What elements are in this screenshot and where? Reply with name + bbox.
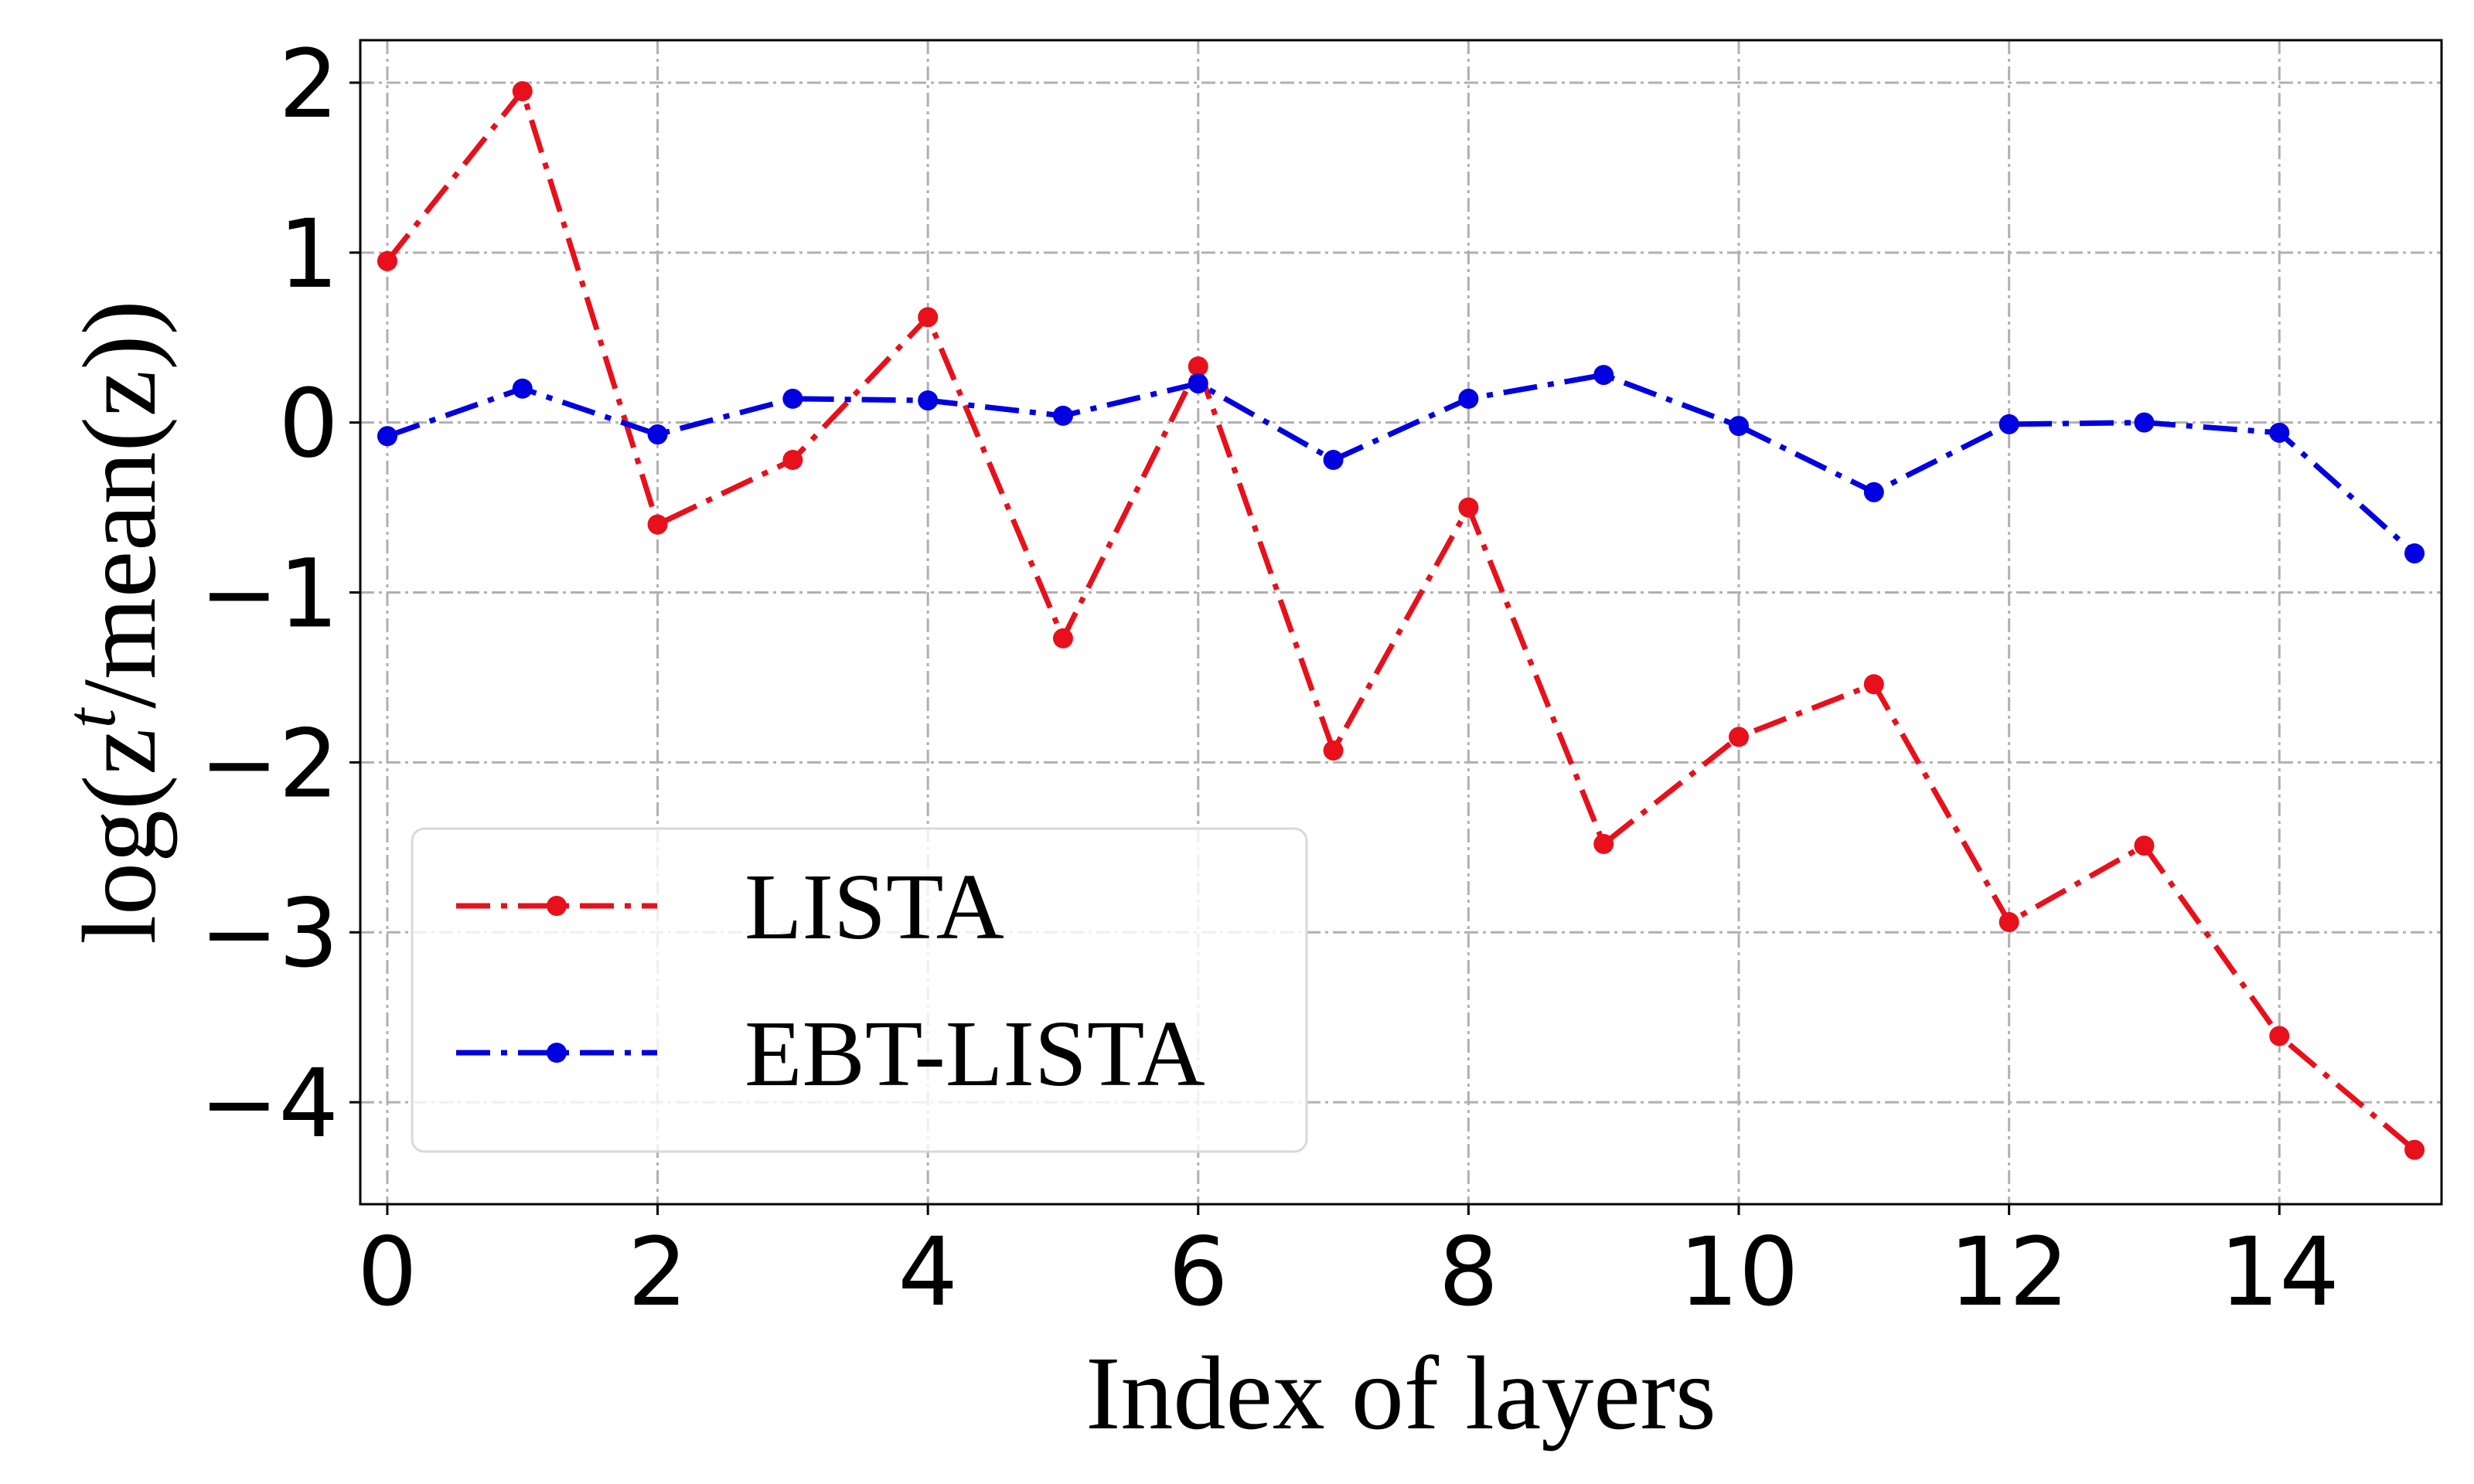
data-point-lista bbox=[918, 307, 939, 328]
data-point-ebt-lista bbox=[2404, 543, 2425, 563]
data-point-ebt-lista bbox=[1593, 365, 1614, 386]
data-point-ebt-lista bbox=[1458, 388, 1479, 409]
data-point-lista bbox=[1052, 628, 1073, 648]
x-tick-label: 4 bbox=[898, 1217, 958, 1327]
x-axis: 0 2 4 6 8 10 12 14 bbox=[357, 1204, 2339, 1327]
data-point-lista bbox=[377, 250, 397, 271]
series-ebt-lista bbox=[377, 365, 2425, 563]
legend-entry-lista: LISTA bbox=[456, 855, 1004, 959]
data-point-ebt-lista bbox=[647, 424, 668, 445]
data-point-ebt-lista bbox=[1863, 482, 1884, 502]
legend-entry-ebt-lista: EBT-LISTA bbox=[456, 1002, 1205, 1106]
y-tick-label: −2 bbox=[199, 709, 339, 819]
data-point-lista bbox=[647, 514, 668, 535]
series-line-ebt-lista bbox=[386, 372, 2417, 556]
data-point-ebt-lista bbox=[2134, 412, 2155, 433]
y-axis-title-main: log(z bbox=[62, 728, 178, 944]
series-layer bbox=[377, 80, 2425, 1160]
legend-swatch-marker bbox=[547, 1043, 567, 1063]
data-point-lista bbox=[782, 450, 803, 471]
y-tick-label: −3 bbox=[199, 879, 339, 989]
y-axis: 2 1 0 −1 −2 −3 −4 bbox=[199, 29, 360, 1159]
series-line-lista bbox=[385, 88, 2417, 1152]
x-tick-label: 2 bbox=[628, 1217, 688, 1327]
x-axis-title: Index of layers bbox=[1085, 1336, 1716, 1452]
data-point-lista bbox=[1593, 833, 1614, 854]
x-tick-label: 12 bbox=[1949, 1217, 2069, 1327]
data-point-lista bbox=[2269, 1026, 2290, 1047]
y-tick-label: 1 bbox=[278, 199, 339, 309]
series-lista bbox=[377, 80, 2425, 1160]
y-tick-label: −1 bbox=[199, 539, 339, 649]
data-point-ebt-lista bbox=[1999, 414, 2019, 434]
y-axis-title: log(zt/mean(z)) bbox=[51, 300, 178, 945]
data-point-ebt-lista bbox=[1323, 450, 1344, 471]
y-tick-label: −4 bbox=[199, 1049, 339, 1159]
data-point-ebt-lista bbox=[1188, 373, 1208, 394]
y-axis-title-superscript: t bbox=[51, 706, 130, 728]
data-point-ebt-lista bbox=[782, 388, 803, 409]
x-tick-label: 8 bbox=[1439, 1217, 1499, 1327]
data-point-lista bbox=[1729, 727, 1750, 747]
data-point-ebt-lista bbox=[918, 390, 939, 411]
legend-label: LISTA bbox=[745, 855, 1004, 959]
data-point-lista bbox=[1999, 912, 2019, 933]
plot-frame bbox=[359, 39, 2443, 1206]
data-point-ebt-lista bbox=[1052, 405, 1073, 426]
y-tick-label: 0 bbox=[278, 369, 339, 479]
x-tick-label: 6 bbox=[1168, 1217, 1228, 1327]
y-tick-label: 2 bbox=[278, 29, 339, 139]
data-point-lista bbox=[1863, 674, 1884, 695]
x-tick-label: 0 bbox=[357, 1217, 417, 1327]
data-point-lista bbox=[1188, 356, 1208, 377]
data-point-ebt-lista bbox=[512, 378, 533, 399]
x-tick-label: 10 bbox=[1678, 1217, 1798, 1327]
legend-swatch-marker bbox=[547, 896, 567, 916]
legend-label: EBT-LISTA bbox=[745, 1002, 1205, 1106]
data-point-lista bbox=[512, 80, 533, 101]
x-tick-label: 14 bbox=[2220, 1217, 2339, 1327]
data-point-lista bbox=[1458, 497, 1479, 518]
data-point-ebt-lista bbox=[377, 426, 397, 447]
data-point-ebt-lista bbox=[2269, 422, 2290, 443]
legend: LISTA EBT-LISTA bbox=[411, 827, 1308, 1153]
data-point-lista bbox=[2404, 1139, 2425, 1160]
y-axis-title-rest: /mean(z)) bbox=[62, 300, 178, 709]
data-point-lista bbox=[2134, 836, 2155, 856]
data-point-ebt-lista bbox=[1729, 416, 1750, 437]
legend-box bbox=[411, 827, 1308, 1153]
data-point-lista bbox=[1323, 740, 1344, 761]
